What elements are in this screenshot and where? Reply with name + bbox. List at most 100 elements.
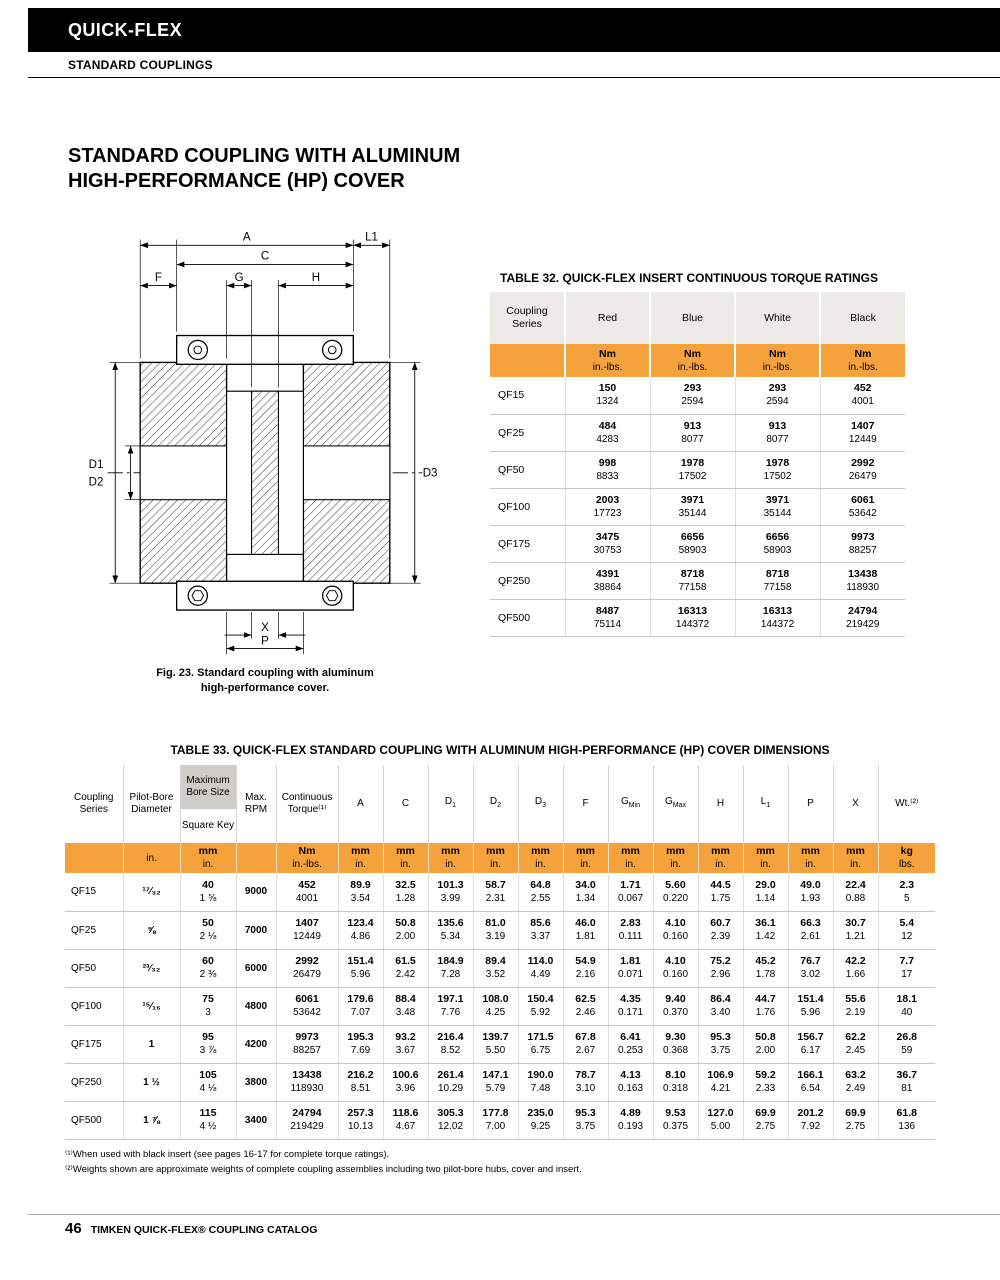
- dim-mm-value: 8.10: [665, 1069, 686, 1081]
- coupling-series-value: QF100: [65, 987, 123, 1026]
- dimension-cell: 9.53 0.375: [652, 1101, 698, 1140]
- dimension-cell: 95.3 3.75: [562, 1101, 608, 1140]
- torque-nm-value: 13438: [848, 567, 878, 580]
- dimension-cell: 46.0 1.81: [562, 911, 608, 950]
- dims-table-row: QF100 ¹⁵⁄₁₆ 75 3 4800 6061 53642 179.6 7.07 88.4 3…: [65, 987, 935, 1026]
- dim-in-value: 5.92: [530, 1007, 551, 1018]
- torque-nm-value: 1407: [295, 917, 319, 929]
- coupling-series-value: QF50: [490, 451, 565, 489]
- continuous-torque-cell: 2992 26479: [275, 949, 338, 988]
- dim-in-value: 5.50: [485, 1045, 506, 1056]
- dim-in-value: 0.368: [662, 1045, 689, 1056]
- torque-nm-value: 913: [768, 419, 787, 432]
- unit-mm-label: mm: [198, 845, 218, 857]
- pilot-unit-cell: in.: [122, 843, 180, 873]
- dimension-cell: 36.1 1.42: [742, 911, 788, 950]
- wt-kg-value: 5.4: [899, 917, 915, 929]
- dim-in-value: 2.45: [845, 1045, 866, 1056]
- dim-in-value: 2.00: [395, 931, 416, 942]
- dim-mm-value: 54.9: [575, 955, 596, 967]
- torque-value-cell: 16313 144372: [649, 599, 735, 637]
- torque-header-row: Coupling Series Red Blue White Black: [490, 292, 905, 344]
- dim-mm-value: 100.6: [392, 1069, 419, 1081]
- torque-value-cell: 150 1324: [564, 377, 650, 415]
- dimension-cell: 89.4 3.52: [472, 949, 518, 988]
- torque-nm-value: 16313: [677, 604, 708, 617]
- unit-in-label: in.: [535, 859, 546, 870]
- coupling-series-value: QF500: [65, 1101, 123, 1140]
- dim-mm-value: 30.7: [845, 917, 866, 929]
- dim-in-value: 1.66: [845, 969, 866, 980]
- dimension-cell: 75.2 2.96: [697, 949, 743, 988]
- torque-inlbs-value: 38864: [593, 581, 622, 593]
- unit-cell: Nm in.-lbs.: [734, 344, 820, 377]
- continuous-torque-cell: 452 4001: [275, 873, 338, 912]
- dimension-cell: 156.7 6.17: [787, 1025, 833, 1064]
- dim-in-value: 4.25: [485, 1007, 506, 1018]
- torque-inlbs-value: 17502: [678, 470, 707, 482]
- dim-label: L: [760, 796, 767, 807]
- dim-unit-cell: mm in.: [337, 843, 383, 873]
- dim-mm-value: 22.4: [845, 878, 866, 891]
- max-rpm-value: 6000: [235, 949, 276, 988]
- dimension-cell: 4.10 0.160: [652, 911, 698, 950]
- dimension-cell: 4.13 0.163: [607, 1063, 653, 1102]
- dimension-cell: 63.2 2.49: [832, 1063, 878, 1102]
- max-bore-cell: 115 4 ½: [179, 1101, 236, 1140]
- dim-in-value: 6.75: [530, 1045, 551, 1056]
- wt-lbs-value: 136: [898, 1121, 916, 1132]
- wt-lbs-value: 59: [901, 1045, 913, 1056]
- bore-mm-value: 50: [202, 917, 214, 929]
- units-row: in. mm in. Nm in.-lbs. mm in. mm in. mm in. mm…: [65, 843, 935, 873]
- section-label: STANDARD COUPLINGS: [68, 57, 213, 72]
- dim-mm-value: 257.3: [347, 1107, 374, 1119]
- dim-in-value: 2.39: [710, 931, 731, 942]
- dim-label: H: [716, 798, 725, 809]
- torque-value-cell: 4391 38864: [564, 562, 650, 600]
- torque-inlbs-value: 53642: [848, 507, 877, 519]
- torque-value-cell: 8718 77158: [649, 562, 735, 600]
- dim-in-value: 4.49: [530, 969, 551, 980]
- dim-mm-value: 6.41: [620, 1031, 641, 1043]
- torque-inlbs-value: 58903: [763, 544, 792, 556]
- torque-inlbs-value: 75114: [593, 618, 622, 630]
- dim-mm-value: 69.9: [845, 1107, 866, 1119]
- torque-value-cell: 16313 144372: [734, 599, 820, 637]
- coupling-diagram: A L1 C F G H D1 D2 D3 X P: [89, 231, 437, 655]
- dim-in-value: 8.51: [350, 1083, 371, 1094]
- dimension-cell: 50.8 2.00: [382, 911, 428, 950]
- unit-in-label: in.: [670, 859, 681, 870]
- torque-value-cell: 3475 30753: [564, 525, 650, 563]
- torque-value-cell: 913 8077: [649, 414, 735, 452]
- dim-in-value: 1.14: [755, 892, 776, 904]
- dim-mm-value: 4.10: [665, 917, 686, 929]
- torque-inlbs-value: 77158: [763, 581, 792, 593]
- dim-a-label: A: [243, 231, 251, 243]
- dimension-cell: 4.89 0.193: [607, 1101, 653, 1140]
- dim-mm-value: 151.4: [797, 993, 824, 1005]
- pilot-bore-value: 1: [122, 1025, 180, 1064]
- dim-in-value: 5.00: [710, 1121, 731, 1132]
- dim-label-sub: 3: [542, 802, 547, 809]
- dim-mm-value: 4.35: [620, 993, 641, 1005]
- dim-mm-value: 95.3: [575, 1107, 596, 1119]
- dim-unit-cell: mm in.: [382, 843, 428, 873]
- torque-inlbs-value: 8833: [596, 470, 619, 482]
- unit-mm-label: mm: [666, 845, 685, 857]
- unit-cell: Nm in.-lbs.: [564, 344, 650, 377]
- dim-mm-value: 201.2: [797, 1107, 824, 1119]
- figure-caption-line2: high-performance cover.: [200, 682, 330, 694]
- dim-d1-label: D1: [89, 459, 104, 471]
- wt-kg-value: 61.8: [896, 1107, 917, 1119]
- max-rpm-value: 3800: [235, 1063, 276, 1102]
- dim-mm-value: 190.0: [527, 1069, 554, 1081]
- hex-bolt-icon: [187, 585, 209, 606]
- dim-in-value: 3.52: [485, 969, 506, 980]
- coupling-series-value: QF250: [490, 562, 565, 600]
- torque-value-cell: 13438 118930: [819, 562, 905, 600]
- unit-spacer-cell: [65, 843, 123, 873]
- dim-mm-value: 151.4: [347, 955, 374, 967]
- dim-header-cell: D3: [517, 765, 563, 843]
- torque-inlbs-value: 8077: [766, 433, 789, 445]
- unit-inlbs-label: in.-lbs.: [592, 361, 623, 373]
